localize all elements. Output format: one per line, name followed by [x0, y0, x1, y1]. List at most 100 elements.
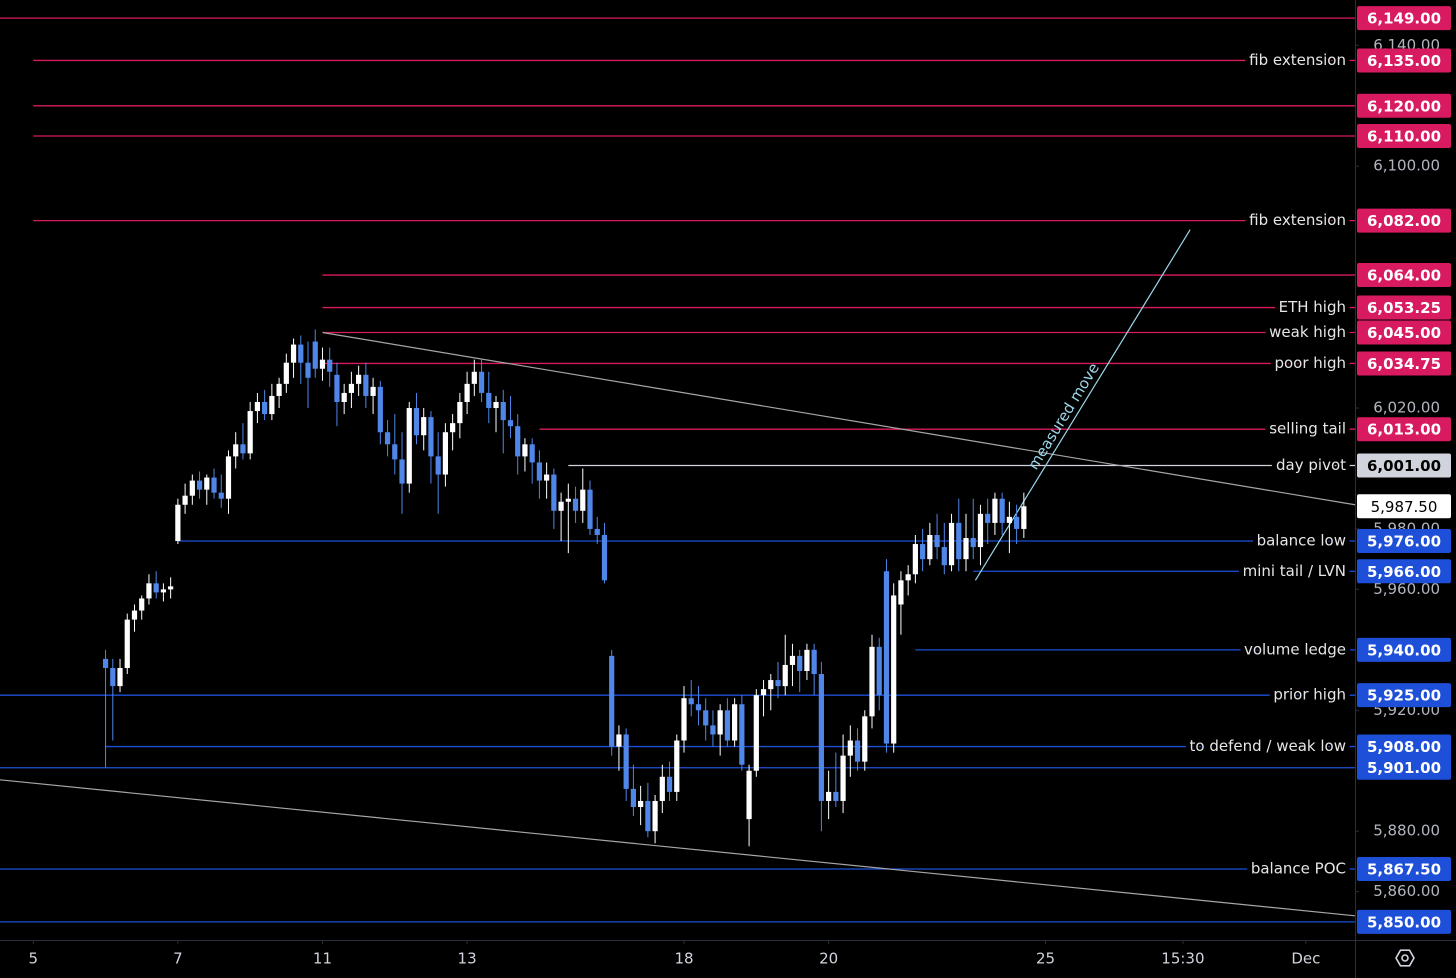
candle-body	[254, 401, 261, 412]
candle-body	[500, 401, 506, 421]
candle-body	[688, 698, 694, 705]
candle-body	[659, 776, 665, 801]
candle-body	[732, 704, 738, 741]
candle-body	[428, 417, 434, 457]
candle-body	[341, 392, 347, 402]
candle-body	[225, 456, 232, 499]
candle-body	[356, 374, 362, 384]
candle-body	[594, 528, 600, 535]
candle-body	[992, 498, 998, 523]
candle-body	[305, 362, 311, 378]
candle-body	[565, 498, 571, 502]
candle-body	[710, 725, 716, 735]
candle-body	[370, 386, 376, 396]
candle-body	[204, 477, 210, 490]
candle-body	[464, 383, 470, 402]
x-tick-label: 18	[674, 950, 693, 968]
price-box	[1357, 637, 1451, 662]
candle-body	[146, 583, 152, 599]
candle-body	[298, 344, 304, 363]
price-box-label: 5,925.00	[1367, 687, 1441, 705]
level-name: fib extension	[1249, 211, 1346, 229]
candle-body	[623, 734, 629, 789]
x-tick-label: 15:30	[1161, 950, 1204, 968]
candle-body	[522, 444, 528, 457]
candle-body	[782, 664, 788, 687]
price-box	[1357, 320, 1451, 345]
candle-body	[348, 383, 355, 393]
candle-body	[276, 383, 282, 396]
candle-body	[768, 680, 774, 690]
candles	[102, 329, 1027, 847]
candle-body	[196, 480, 203, 490]
candle-body	[862, 716, 868, 762]
candle-body	[486, 392, 492, 409]
candle-body	[283, 362, 289, 384]
x-tick-label: 5	[28, 950, 38, 968]
candle-body	[927, 534, 933, 560]
candle-body	[681, 698, 687, 741]
candle-body	[833, 791, 839, 801]
candle-body	[746, 770, 752, 820]
price-box	[1357, 559, 1451, 584]
y-tick-label: 6,020.00	[1373, 399, 1440, 417]
candle-body	[189, 480, 195, 496]
candle-body	[435, 456, 441, 475]
gear-icon[interactable]	[1395, 949, 1415, 967]
candle-body	[652, 800, 658, 832]
candle-body	[558, 501, 564, 511]
price-box-label: 6,053.25	[1367, 299, 1441, 317]
candle-body	[392, 444, 398, 460]
price-box	[1357, 529, 1451, 554]
candle-body	[471, 371, 477, 384]
candle-body	[363, 374, 369, 396]
candle-body	[551, 474, 557, 511]
candle-body	[269, 395, 275, 415]
candle-body	[175, 504, 181, 542]
price-box-label: 6,064.00	[1367, 267, 1441, 285]
candle-body	[666, 776, 673, 792]
candle-body	[956, 522, 962, 560]
level-name: mini tail / LVN	[1243, 562, 1346, 580]
candle-body	[327, 359, 333, 372]
candle-body	[182, 495, 188, 505]
candle-body	[218, 492, 224, 499]
x-tick-label: 11	[313, 950, 332, 968]
candle-body	[580, 489, 586, 511]
price-box-label: 5,966.00	[1367, 563, 1441, 581]
candle-body	[891, 595, 897, 744]
price-box	[1357, 6, 1451, 31]
candle-body	[139, 598, 145, 611]
candle-body	[384, 432, 391, 445]
level-name: poor high	[1274, 354, 1346, 372]
candle-body	[739, 704, 745, 765]
price-box-label: 5,940.00	[1367, 641, 1441, 659]
level-name: fib extension	[1249, 51, 1346, 69]
price-box	[1357, 734, 1451, 759]
candle-body	[406, 408, 412, 484]
candle-body	[413, 408, 420, 436]
candle-body	[377, 386, 383, 433]
level-name: day pivot	[1276, 456, 1346, 474]
candle-body	[717, 710, 723, 735]
trendline	[0, 779, 1356, 917]
y-tick-label: 6,100.00	[1373, 157, 1440, 175]
candle-body	[312, 341, 318, 369]
price-box	[1357, 124, 1451, 149]
level-name: balance low	[1257, 532, 1346, 550]
price-box-label: 5,850.00	[1367, 913, 1441, 931]
candle-body	[999, 498, 1005, 523]
settings-button[interactable]	[1395, 949, 1415, 967]
gear-center[interactable]	[1401, 954, 1409, 962]
price-box-label: 5,976.00	[1367, 533, 1441, 551]
y-tick-label: 5,960.00	[1373, 580, 1440, 598]
candle-body	[898, 580, 904, 605]
price-box-label: 5,908.00	[1367, 738, 1441, 756]
price-box	[1357, 755, 1451, 780]
candle-body	[645, 800, 651, 832]
level-name: prior high	[1273, 686, 1346, 704]
candle-body	[131, 610, 138, 620]
candle-body	[840, 755, 846, 801]
price-box-label: 5,901.00	[1367, 759, 1441, 777]
level-name: ETH high	[1279, 298, 1346, 316]
